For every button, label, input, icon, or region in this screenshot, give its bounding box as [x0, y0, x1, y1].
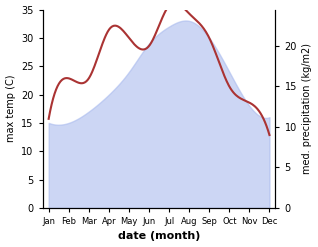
- Y-axis label: med. precipitation (kg/m2): med. precipitation (kg/m2): [302, 43, 313, 174]
- X-axis label: date (month): date (month): [118, 231, 200, 242]
- Y-axis label: max temp (C): max temp (C): [5, 75, 16, 143]
